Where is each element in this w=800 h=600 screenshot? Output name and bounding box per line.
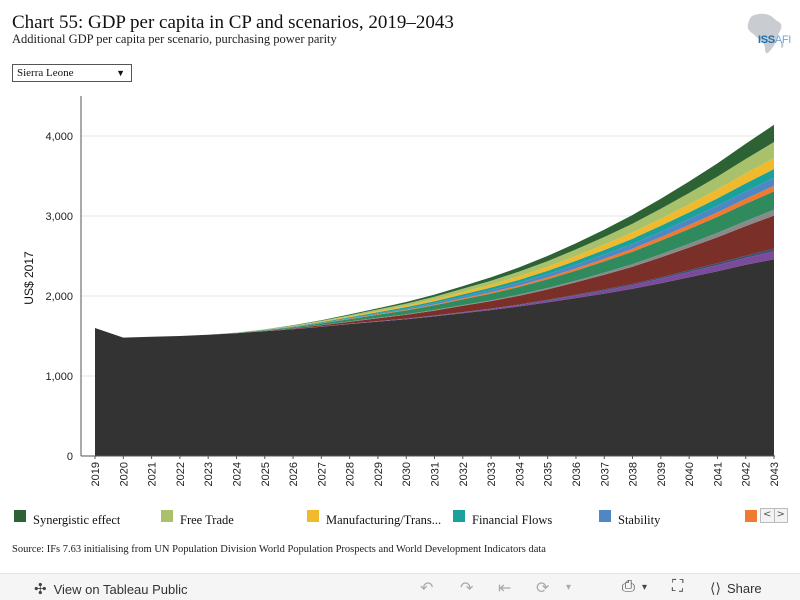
area-series-3 [95,215,774,338]
legend-prev-button[interactable]: < [763,509,772,520]
x-tick-label: 2040 [684,462,696,486]
view-on-tableau-button[interactable]: ✣ View on Tableau Public [34,580,188,598]
area-series [95,124,774,456]
source-note: Source: IFs 7.63 initialising from UN Po… [12,544,546,555]
legend-swatch [14,510,26,522]
x-tick-label: 2026 [288,462,300,486]
x-tick-label: 2035 [543,462,555,486]
refresh-menu-chevron-icon[interactable]: ▾ [566,582,572,593]
x-tick-label: 2042 [741,462,753,486]
x-tick-label: 2029 [373,462,385,486]
x-tick-label: 2031 [430,462,442,486]
area-series-5 [95,191,774,338]
tableau-logo-icon: ✣ [34,581,47,598]
tableau-toolbar: ✣ View on Tableau Public ↶ ↷ ⇤ ⟳ ▾ ⎙ ▾ ⛶… [0,573,800,600]
legend-label: Financial Flows [472,513,553,527]
y-tick-label: 2,000 [45,291,73,303]
legend-swatch [599,510,611,522]
legend-label: Stability [618,513,661,527]
page-title: Chart 55: GDP per capita in CP and scena… [12,12,454,33]
revert-icon[interactable]: ⇤ [498,580,512,597]
legend-next-button[interactable]: > [773,509,788,522]
download-menu-chevron-icon[interactable]: ▾ [642,582,648,593]
x-tick-label: 2020 [118,462,130,486]
y-tick-label: 1,000 [45,371,73,383]
y-axis-label: US$ 2017 [22,251,36,305]
country-dropdown-value: Sierra Leone [17,67,74,79]
share-icon: ⟨⟩ [710,580,721,596]
legend-swatch [161,510,173,522]
legend-label: Free Trade [180,513,234,527]
logo-text-bold: ISS [758,34,775,46]
legend-label: Synergistic effect [33,513,121,527]
area-series-0 [95,259,774,456]
legend-label: Manufacturing/Trans... [326,513,442,527]
x-tick-label: 2036 [571,462,583,486]
country-dropdown[interactable]: Sierra Leone ▼ [12,64,132,82]
redo-icon[interactable]: ↷ [460,580,474,597]
legend-swatch [307,510,319,522]
x-tick-label: 2032 [458,462,470,486]
x-tick-label: 2034 [514,462,526,486]
refresh-icon[interactable]: ⟳ [536,580,550,597]
x-tick-label: 2041 [712,462,724,486]
x-tick-label: 2037 [599,462,611,486]
download-icon[interactable]: ⎙ [622,578,635,595]
x-tick-label: 2023 [203,462,215,486]
logo-text-light: AFI [774,34,792,46]
x-tick-label: 2027 [316,462,328,486]
axes: 0 1,000 2,000 3,000 4,000 2019 2020 2021 2022 202… [45,96,781,486]
area-series-10 [95,142,774,338]
chevron-down-icon: ▼ [116,68,125,78]
view-on-tableau-label: View on Tableau Public [53,581,188,597]
x-tick-label: 2043 [769,462,781,486]
x-tick-label: 2024 [231,462,243,486]
page-subtitle: Additional GDP per capita per scenario, … [12,32,337,46]
legend-swatch [453,510,465,522]
legend: Synergistic effect Free Trade Manufactur… [0,507,800,529]
x-tick-label: 2030 [401,462,413,486]
x-tick-label: 2028 [345,462,357,486]
share-button[interactable]: ⟨⟩ Share [710,580,762,597]
x-tick-label: 2022 [175,462,187,486]
legend-swatch [745,510,757,522]
x-tick-label: 2025 [260,462,272,486]
x-tick-label: 2021 [147,462,159,486]
area-series-11 [95,124,774,338]
x-tick-label: 2038 [628,462,640,486]
share-label: Share [726,581,762,596]
x-tick-label: 2039 [656,462,668,486]
y-tick-label: 0 [67,451,73,463]
undo-icon[interactable]: ↶ [420,580,434,597]
x-tick-label: 2019 [90,462,102,486]
y-tick-label: 4,000 [45,131,73,143]
africa-map-logo-icon [747,13,784,54]
legend-pager: < > [760,508,788,523]
y-tick-label: 3,000 [45,211,73,223]
fullscreen-icon[interactable]: ⛶ [672,578,684,595]
x-tick-label: 2033 [486,462,498,486]
gdp-stacked-area-chart: 0 1,000 2,000 3,000 4,000 2019 2020 2021 2022 202… [22,96,781,486]
logo-text: ISSAFI [758,34,791,46]
